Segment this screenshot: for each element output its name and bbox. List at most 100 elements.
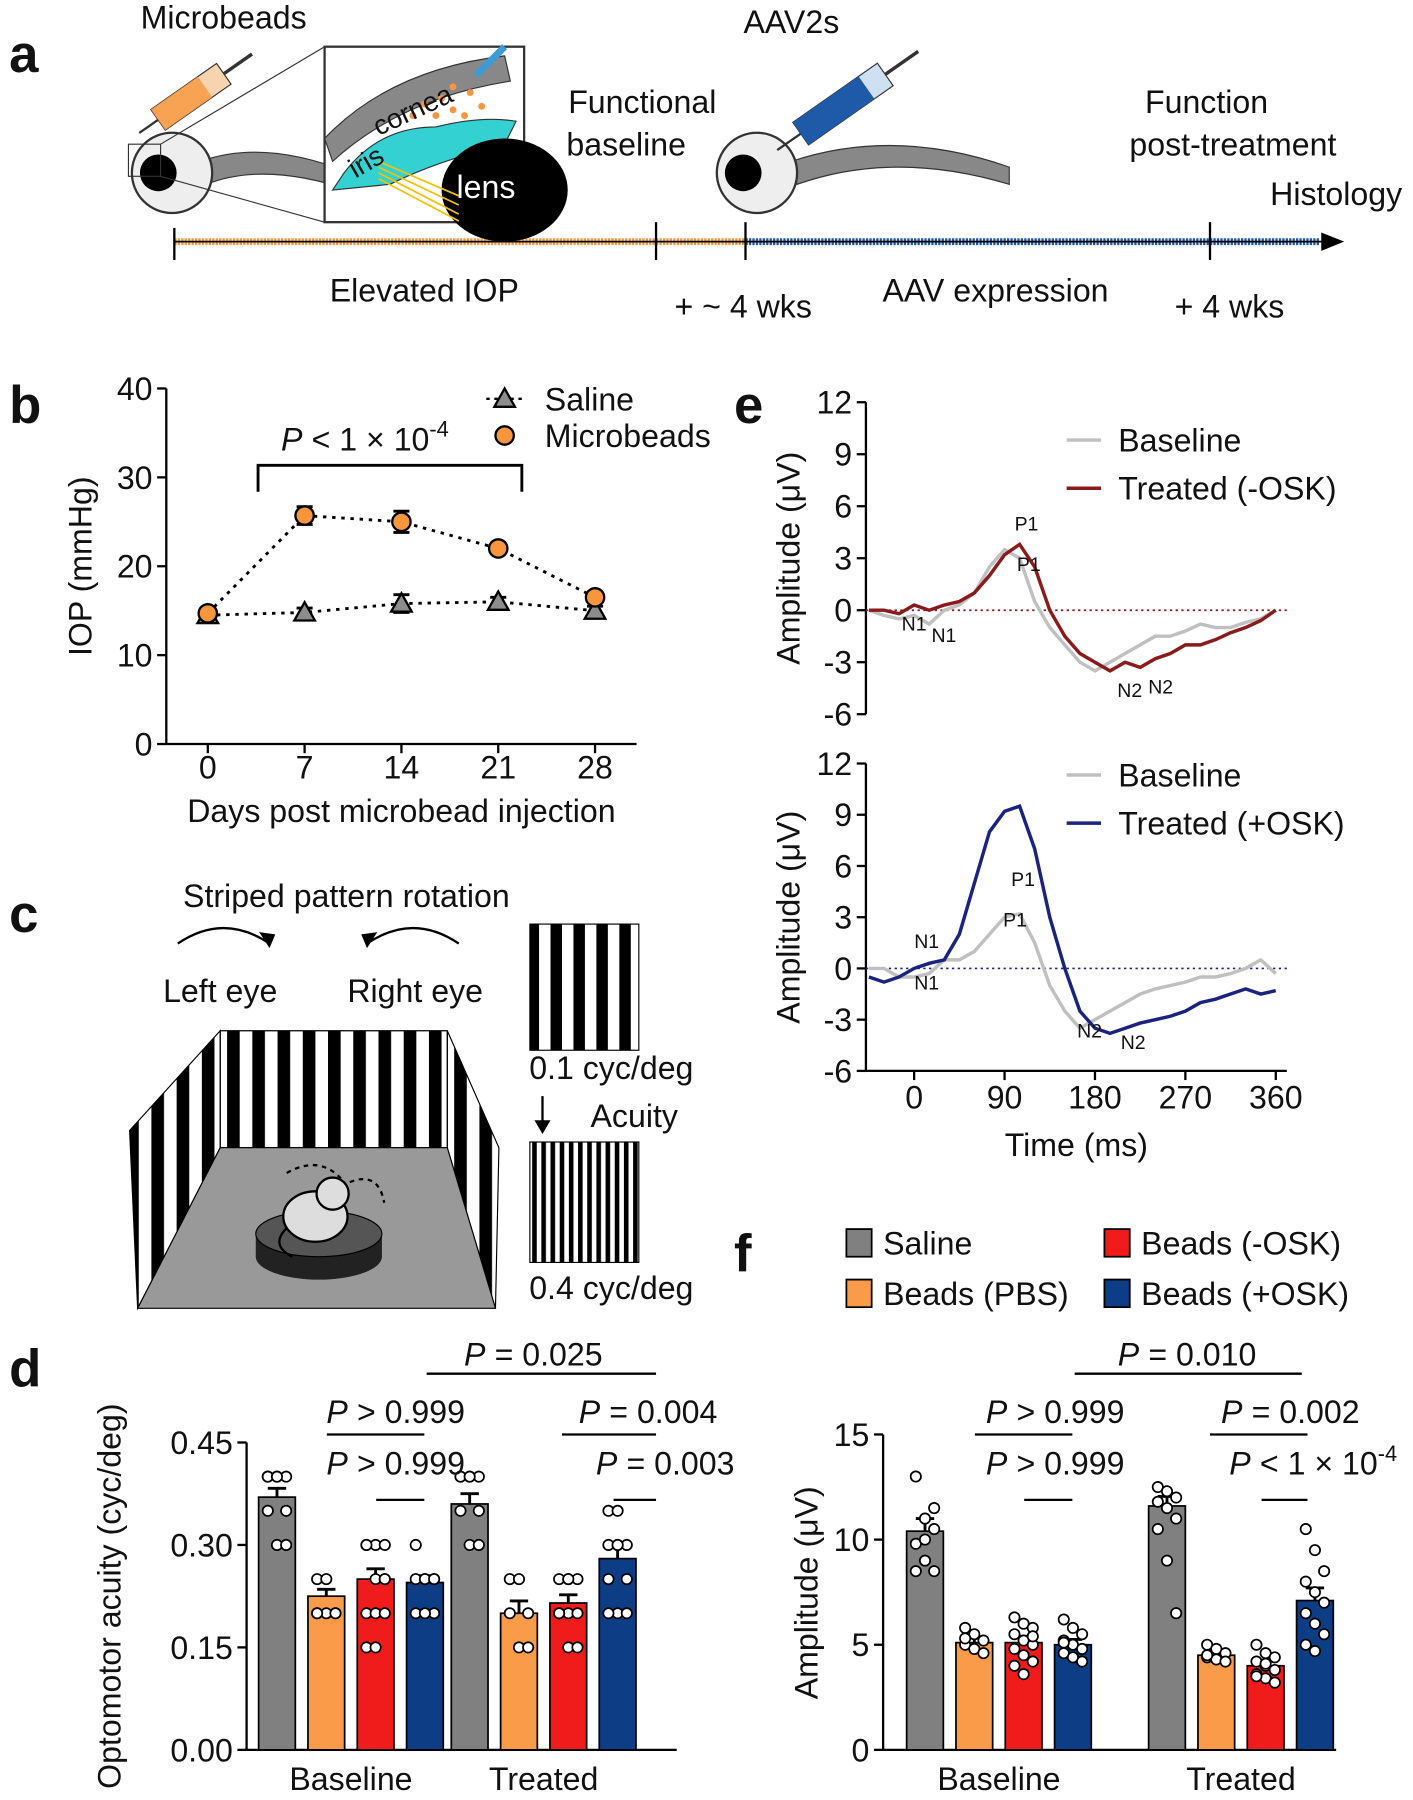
data-point xyxy=(522,1607,535,1620)
x-axis-label: Days post microbead injection xyxy=(187,793,615,829)
bar xyxy=(598,1557,637,1751)
series-line xyxy=(868,547,1277,673)
label: baseline xyxy=(566,127,686,163)
y-axis-label: Amplitude (μV) xyxy=(770,452,806,665)
error-bar xyxy=(267,1486,287,1498)
legend-swatch xyxy=(1103,1278,1131,1309)
data-point xyxy=(1268,1676,1281,1689)
data-point xyxy=(918,1533,932,1546)
y-axis-label: IOP (mmHg) xyxy=(63,476,99,656)
data-point xyxy=(602,1607,615,1620)
y-tick-label: 10 xyxy=(117,638,153,674)
data-point xyxy=(378,1538,391,1551)
data-point xyxy=(602,1573,615,1586)
annotation: P < 1 × 10-4 xyxy=(281,417,449,458)
data-point xyxy=(1299,1638,1312,1651)
data-point xyxy=(311,1607,324,1620)
comparison-p: P xyxy=(1229,1446,1251,1482)
comparison-p: P xyxy=(326,1394,348,1430)
zoom-line xyxy=(160,175,325,223)
y-tick-label: 20 xyxy=(117,549,153,585)
data-point xyxy=(1268,1663,1281,1676)
data-point xyxy=(329,1607,342,1620)
y-tick-label: 40 xyxy=(117,371,153,407)
data-point xyxy=(261,1504,274,1517)
marker xyxy=(582,598,608,620)
peak-label: N1 xyxy=(914,972,939,994)
comparison-text: > 0.999 xyxy=(1016,1394,1124,1430)
peak-label: N1 xyxy=(914,931,939,953)
panel-label: d xyxy=(9,1339,41,1398)
x-tick-label: 7 xyxy=(296,749,314,785)
y-tick-label: 0.45 xyxy=(170,1425,233,1461)
comparison-text: > 0.999 xyxy=(357,1446,465,1482)
data-point xyxy=(1017,1668,1030,1681)
lens xyxy=(441,138,568,242)
panel-label: a xyxy=(9,25,39,84)
comparison-p: P xyxy=(986,1446,1008,1482)
comparison-label: P > 0.999 xyxy=(986,1446,1125,1482)
legend-label: Saline xyxy=(545,381,634,417)
marker xyxy=(197,603,219,624)
data-point xyxy=(280,1538,293,1551)
annotation-text: < 1 × 10 xyxy=(312,421,430,457)
y-tick-label: 15 xyxy=(834,1417,870,1453)
comparison-text: < 1 × 10 xyxy=(1260,1446,1378,1482)
comparison-label: P > 0.999 xyxy=(326,1394,465,1430)
series-line xyxy=(868,911,1277,1031)
comparison-p: P xyxy=(1221,1394,1243,1430)
x-tick-label: 90 xyxy=(987,1080,1023,1116)
data-point xyxy=(611,1538,624,1551)
data-point xyxy=(1066,1621,1079,1634)
data-point xyxy=(571,1641,584,1654)
comparison-text: = 0.025 xyxy=(495,1337,603,1373)
data-point xyxy=(378,1607,391,1620)
zoom-box xyxy=(127,143,162,177)
data-point xyxy=(928,1565,941,1578)
data-point xyxy=(1026,1630,1039,1643)
error-bar xyxy=(460,1492,479,1504)
y-tick-label: 0.15 xyxy=(170,1630,233,1666)
bead-cluster xyxy=(409,83,486,119)
label: Function xyxy=(1145,84,1268,120)
y-tick-label: 12 xyxy=(816,746,852,782)
label: Striped pattern rotation xyxy=(183,878,510,914)
marker xyxy=(294,505,315,526)
y-tick-label: 0 xyxy=(135,726,153,762)
error-bar xyxy=(509,1599,529,1614)
data-point xyxy=(1076,1655,1089,1668)
comparison-label: P > 0.999 xyxy=(326,1446,465,1482)
data-point xyxy=(1151,1495,1164,1508)
y-tick-label: 6 xyxy=(834,848,852,884)
pupil xyxy=(724,154,762,192)
legend-label: Baseline xyxy=(1118,423,1241,459)
y-tick-label: 9 xyxy=(834,437,852,473)
legend-label: Treated (+OSK) xyxy=(1118,806,1344,842)
bar xyxy=(549,1602,588,1751)
data-point xyxy=(1318,1596,1331,1609)
data-point xyxy=(959,1621,972,1634)
data-point xyxy=(1057,1636,1070,1649)
x-tick-label: 21 xyxy=(480,749,516,785)
schematic-a: cornea iris lens Microbeads AAV2s Functi… xyxy=(127,0,1402,324)
data-point xyxy=(909,1470,922,1483)
y-tick-label: 0 xyxy=(834,593,852,629)
data-point xyxy=(1268,1651,1281,1664)
label: Elevated IOP xyxy=(330,272,519,308)
peak-label: P1 xyxy=(1017,554,1041,576)
x-tick-label: Treated xyxy=(489,1761,598,1797)
data-point xyxy=(1160,1554,1174,1567)
data-point xyxy=(620,1607,633,1620)
y-tick-label: 0.30 xyxy=(170,1527,233,1563)
bar xyxy=(1197,1654,1236,1751)
data-point xyxy=(1308,1617,1321,1630)
iris xyxy=(331,118,517,191)
peak-label: N2 xyxy=(1148,677,1173,699)
back-wall xyxy=(219,1030,448,1149)
arrow-head xyxy=(361,932,378,949)
data-point xyxy=(1201,1649,1214,1662)
bar xyxy=(499,1612,539,1751)
data-point xyxy=(472,1504,485,1517)
data-point xyxy=(1219,1655,1232,1668)
y-axis-label: Amplitude (μV) xyxy=(770,811,806,1024)
